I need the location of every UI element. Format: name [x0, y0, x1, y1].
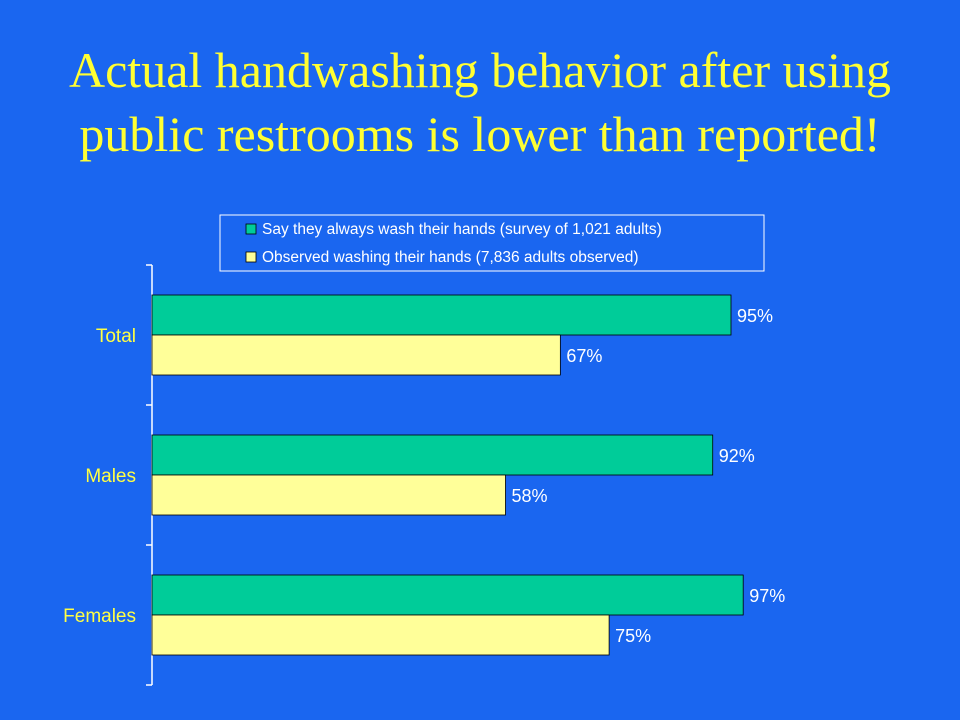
category-label: Males — [85, 466, 136, 487]
data-label: 75% — [615, 626, 651, 646]
category-label: Total — [96, 326, 136, 347]
bar-observed — [151, 474, 506, 516]
chart-legend: Say they always wash their hands (survey… — [219, 214, 765, 272]
bar-reported — [151, 434, 714, 476]
labels-group: Total 95% 67% Males 92% 58% Females 97% 75% — [63, 306, 785, 646]
page-title: Actual handwashing behavior after using … — [0, 38, 960, 166]
data-label: 92% — [719, 446, 755, 466]
title-line-1: Actual handwashing behavior after using — [69, 42, 891, 98]
bar-reported — [151, 574, 744, 616]
legend-label: Say they always wash their hands (survey… — [262, 221, 662, 238]
legend-swatch — [245, 223, 257, 235]
data-label: 97% — [749, 586, 785, 606]
bar-reported — [151, 294, 732, 336]
bar-observed — [151, 614, 610, 656]
legend-box — [219, 214, 765, 272]
title-line-2: public restrooms is lower than reported! — [79, 106, 881, 162]
category-label: Females — [63, 606, 136, 627]
data-label: 58% — [511, 486, 547, 506]
legend-label: Observed washing their hands (7,836 adul… — [262, 249, 639, 266]
data-label: 95% — [737, 306, 773, 326]
data-label: 67% — [566, 346, 602, 366]
y-axis — [146, 264, 153, 686]
legend-swatch — [245, 251, 257, 263]
bars-group — [151, 294, 744, 656]
bar-observed — [151, 334, 561, 376]
